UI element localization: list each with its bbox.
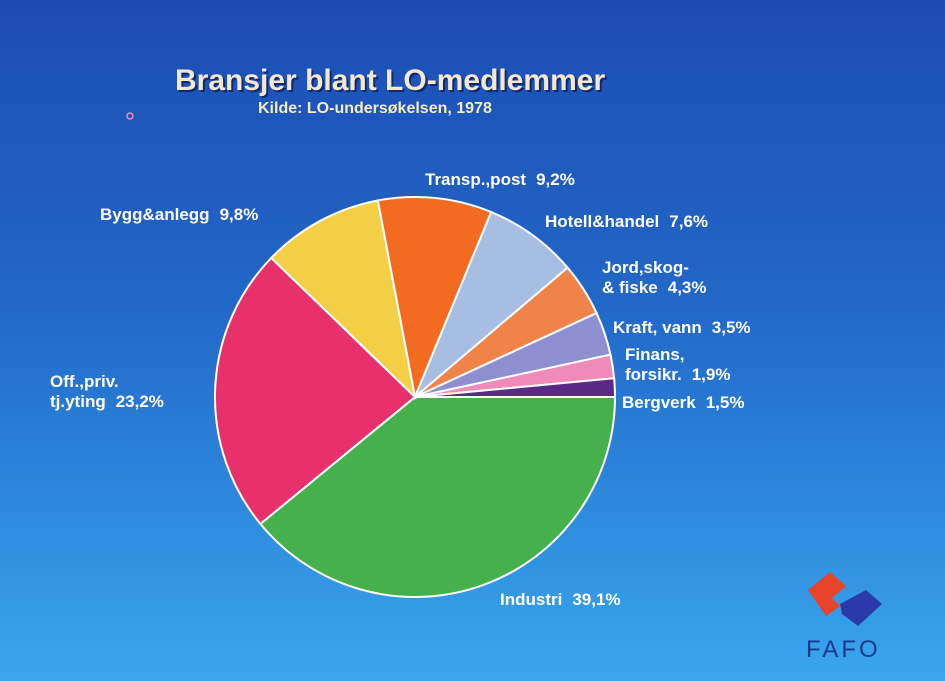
pie-slice <box>259 396 617 598</box>
value-label: 7,6% <box>669 212 709 231</box>
pie-slice <box>414 377 617 398</box>
category-label: Bergverk <box>622 393 696 412</box>
value-label: 4,3% <box>667 278 707 297</box>
slice-label: Kraft, vann 3,5% <box>613 318 751 338</box>
category-label: Bygg&anlegg <box>100 205 210 224</box>
slice-label: Hotell&handel 7,6% <box>545 212 708 232</box>
value-label: 23,2% <box>115 392 164 411</box>
chart-subtitle: Kilde: LO-undersøkelsen, 1978 <box>258 100 492 117</box>
value-label: 1,9% <box>691 365 731 384</box>
chart-title: Bransjer blant LO-medlemmer <box>175 64 606 97</box>
slice-label: Bygg&anlegg 9,8% <box>100 205 258 225</box>
value-label: 9,2% <box>536 170 575 189</box>
pie-slice <box>414 210 569 398</box>
category-label: Hotell&handel <box>545 212 660 231</box>
slice-label: Bergverk 1,5% <box>622 393 744 413</box>
pie-slice <box>376 196 493 401</box>
logo-text: FAFO <box>806 636 881 663</box>
category-label: Industri <box>500 590 563 609</box>
pie-slice <box>269 199 417 400</box>
value-label: 39,1% <box>572 590 621 609</box>
slice-label: Finans, forsikr. 1,9% <box>625 345 730 385</box>
slice-label: Off.,priv. tj.yting 23,2% <box>50 372 164 412</box>
slice-label: Transp.,post 9,2% <box>425 170 575 190</box>
value-label: 1,5% <box>705 393 745 412</box>
bullet <box>126 112 134 120</box>
slice-label: Industri 39,1% <box>500 590 621 610</box>
category-label: Kraft, vann <box>613 318 702 337</box>
category-label: Finans, forsikr. <box>625 345 685 384</box>
category-label: Transp.,post <box>425 170 527 189</box>
value-label: 3,5% <box>711 318 751 337</box>
value-label: 9,8% <box>219 205 259 224</box>
pie-slice <box>214 256 417 526</box>
category-label: Off.,priv. tj.yting <box>50 372 119 411</box>
logo-mark <box>808 572 882 626</box>
category-label: Jord,skog- & fiske <box>602 258 689 297</box>
slice-label: Jord,skog- & fiske 4,3% <box>602 258 707 298</box>
